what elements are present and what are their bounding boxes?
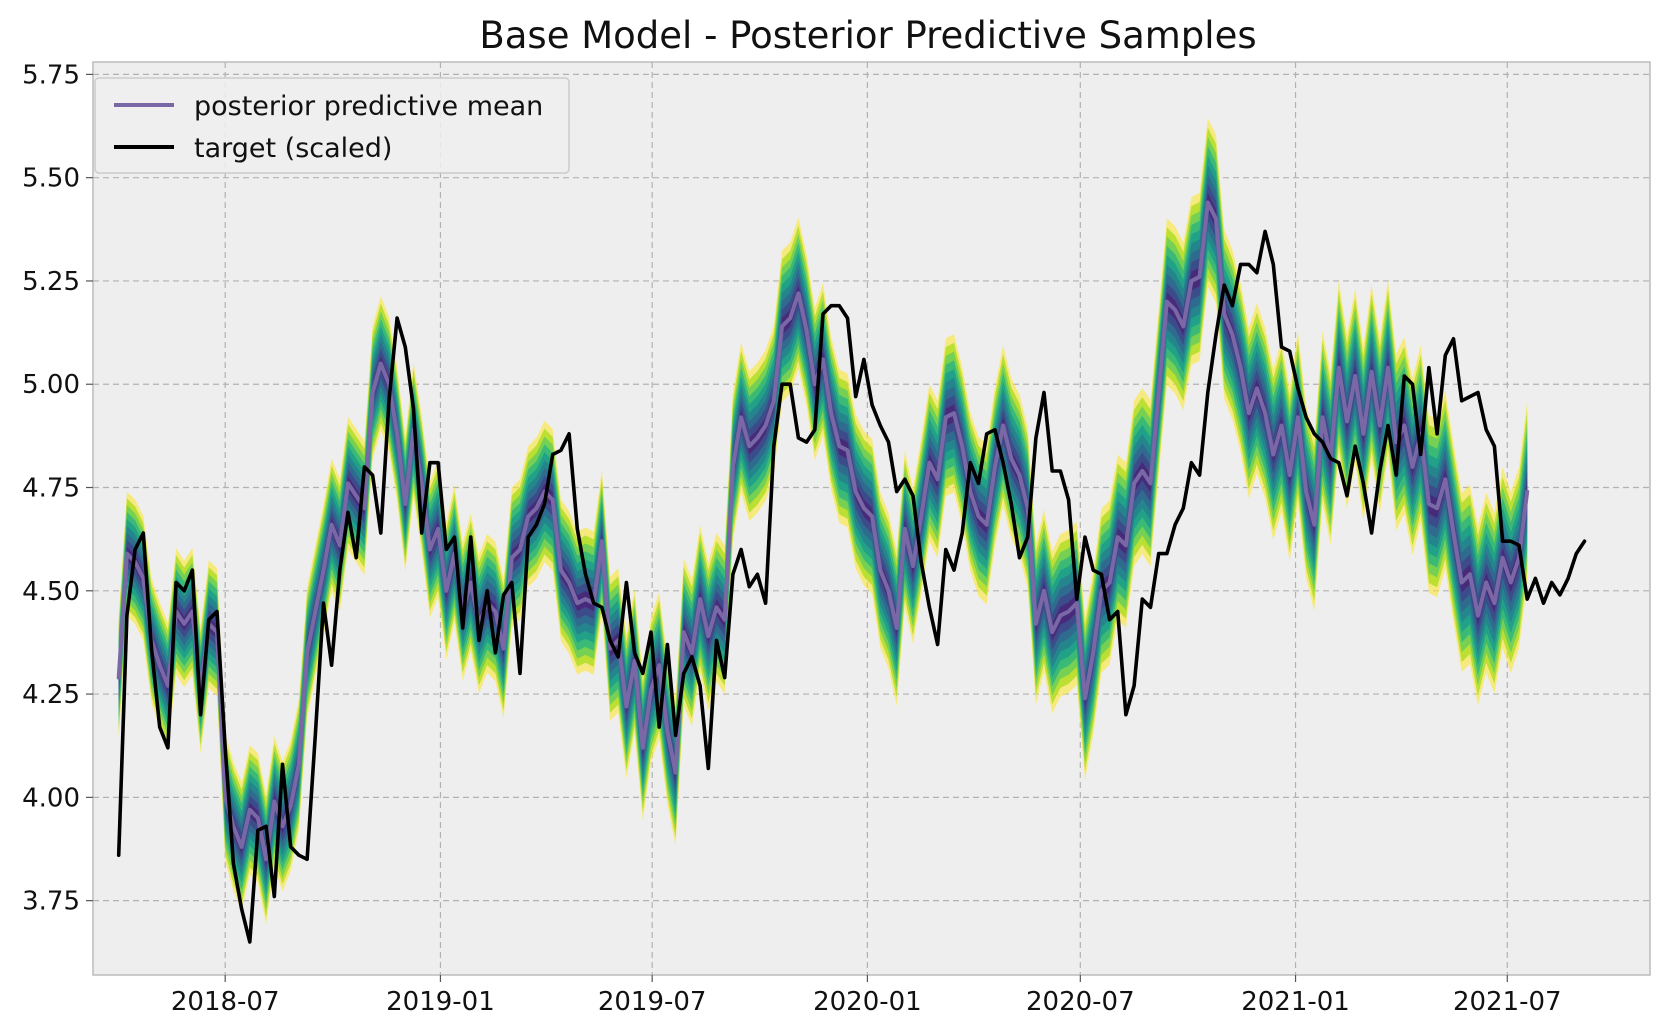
legend-box	[94, 77, 570, 174]
y-tick-label: 5.00	[22, 370, 80, 400]
grid-lines	[93, 62, 1650, 975]
y-tick-label: 4.50	[22, 577, 80, 607]
y-tick-label: 4.25	[22, 680, 80, 710]
x-tick-label: 2020-01	[813, 987, 922, 1017]
y-tick-label: 4.75	[22, 474, 80, 504]
x-tick-label: 2018-07	[171, 987, 280, 1017]
y-tick-label: 5.25	[22, 267, 80, 297]
posterior-predictive-bands	[118, 118, 1528, 925]
y-tick-label: 5.75	[22, 60, 80, 90]
x-tick-label: 2020-07	[1026, 987, 1135, 1017]
x-tick-label: 2021-01	[1241, 987, 1350, 1017]
x-tick-label: 2019-07	[598, 987, 707, 1017]
y-tick-label: 3.75	[22, 887, 80, 917]
y-tick-label: 4.00	[22, 783, 80, 813]
target-line	[116, 229, 1587, 944]
legend-label-target: target (scaled)	[194, 133, 392, 164]
legend-label-mean: posterior predictive mean	[194, 91, 543, 122]
x-tick-label: 2021-07	[1453, 987, 1562, 1017]
hdi-band-6	[118, 165, 1528, 889]
y-tick-label: 5.50	[22, 164, 80, 194]
posterior-mean-line	[116, 200, 1530, 862]
series-lines	[116, 200, 1587, 944]
hdi-band-7	[118, 174, 1528, 881]
chart-title: Base Model - Posterior Predictive Sample…	[479, 14, 1256, 57]
axis-ticks: 3.75 4.00 4.25 4.50 4.75 5.00 5.25 5.50 5.75 2018…	[22, 60, 1561, 1017]
x-tick-label: 2019-01	[386, 987, 495, 1017]
legend: posterior predictive mean target (scaled…	[94, 77, 570, 174]
